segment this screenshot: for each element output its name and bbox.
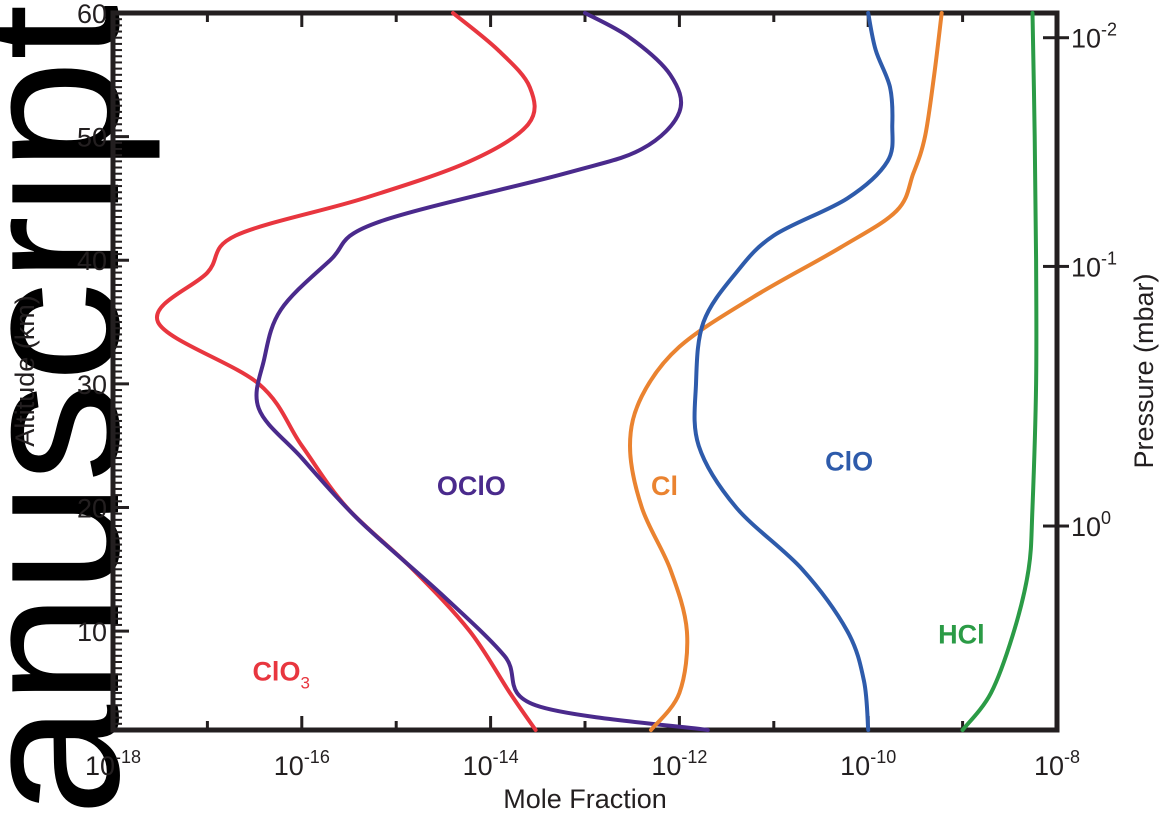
y2-tick-label: 10-2 bbox=[1071, 20, 1117, 54]
y-tick-label: 10 bbox=[77, 617, 107, 647]
y2-tick-label: 10-1 bbox=[1071, 248, 1117, 282]
series-label-subscript: 3 bbox=[300, 674, 309, 693]
series-label-clo3: ClO3 bbox=[252, 657, 309, 693]
y-tick-label: 30 bbox=[77, 370, 107, 400]
series-labels: ClO3 OClO Cl ClO HCl bbox=[252, 446, 984, 692]
x-tick-label: 10-10 bbox=[840, 747, 896, 781]
plot-area: 10-18 10-16 10-14 10-12 10-10 10-8 1020304050… bbox=[77, 0, 1117, 781]
series-line-clo3 bbox=[154, 11, 538, 732]
y2-tick-exponent: -1 bbox=[1101, 248, 1117, 268]
x-tick-label: 10-16 bbox=[274, 747, 330, 781]
x-axis-title: Mole Fraction bbox=[503, 784, 667, 814]
series-lines bbox=[154, 11, 1039, 732]
y-axis-title: Altitude (km) bbox=[10, 295, 40, 447]
y2-axis-title: Pressure (mbar) bbox=[1129, 273, 1159, 468]
series-label-hcl: HCl bbox=[938, 619, 985, 649]
x-tick-exponent: -14 bbox=[493, 747, 519, 767]
x-tick-label: 10-8 bbox=[1034, 747, 1080, 781]
x-axis-ticks: 10-18 10-16 10-14 10-12 10-10 10-8 bbox=[85, 13, 1080, 781]
y-tick-label: 60 bbox=[77, 0, 107, 29]
series-line-hcl bbox=[960, 11, 1039, 732]
series-line-oclo bbox=[254, 11, 710, 732]
y-tick-label: 40 bbox=[77, 246, 107, 276]
y-tick-label: 50 bbox=[77, 123, 107, 153]
x-tick-label: 10-12 bbox=[651, 747, 707, 781]
x-tick-exponent: -12 bbox=[681, 747, 707, 767]
x-tick-exponent: -18 bbox=[115, 747, 141, 767]
watermark-text: anuscript bbox=[0, 4, 161, 816]
series-line-clo bbox=[692, 11, 895, 732]
y-axis-ticks: 10 20 30 40 50 60 bbox=[77, 0, 129, 647]
x-tick-label: 10-14 bbox=[463, 747, 519, 781]
y2-tick-exponent: 0 bbox=[1101, 508, 1111, 528]
y-tick-label: 20 bbox=[77, 493, 107, 523]
y2-tick-label: 100 bbox=[1071, 508, 1111, 542]
x-tick-exponent: -10 bbox=[870, 747, 896, 767]
series-label-clo: ClO bbox=[825, 446, 873, 476]
series-label-oclo: OClO bbox=[437, 471, 506, 501]
series-line-cl bbox=[628, 11, 944, 732]
y2-tick-exponent: -2 bbox=[1101, 20, 1117, 40]
x-tick-exponent: -8 bbox=[1064, 747, 1080, 767]
y2-axis-ticks: 10-2 10-1 100 bbox=[1043, 20, 1117, 542]
series-label-cl: Cl bbox=[651, 471, 678, 501]
plot-frame bbox=[110, 10, 1060, 733]
x-tick-exponent: -16 bbox=[304, 747, 330, 767]
